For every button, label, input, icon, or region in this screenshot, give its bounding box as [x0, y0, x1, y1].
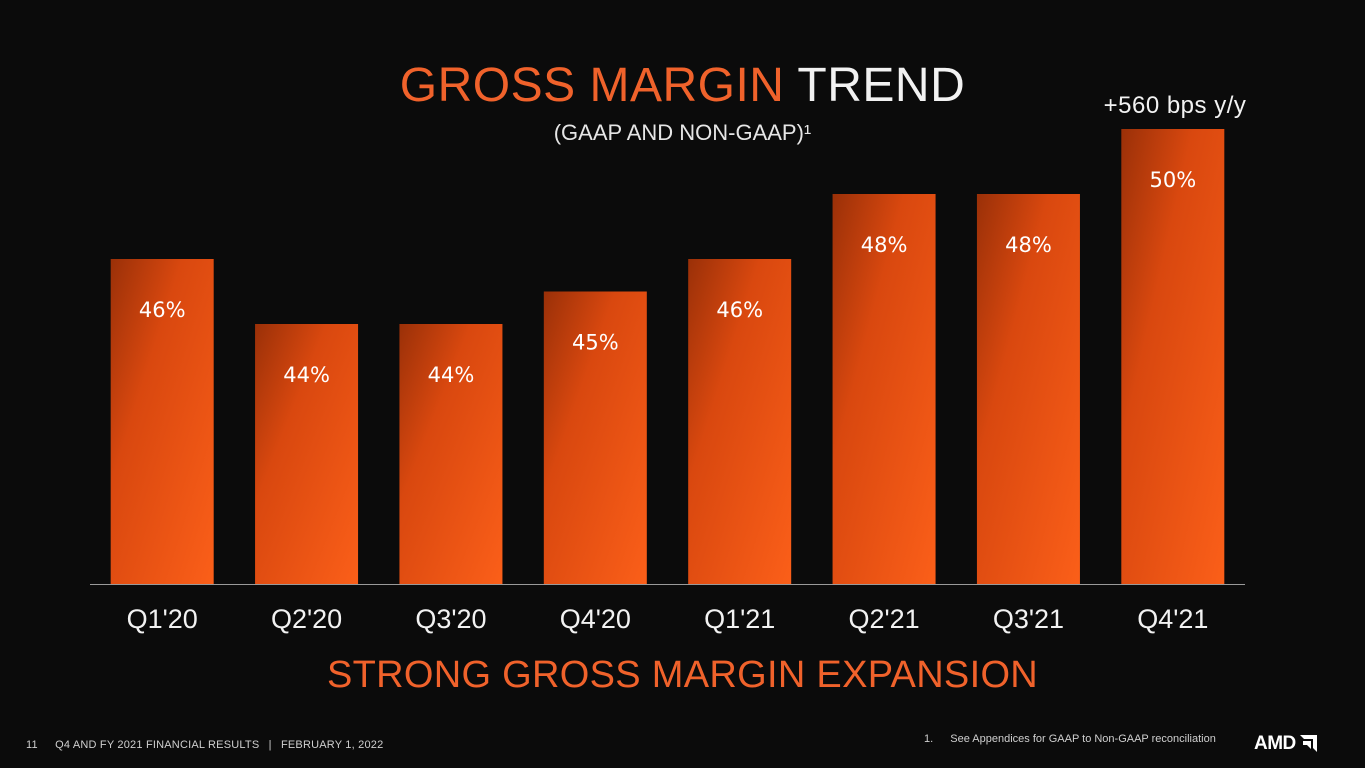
- x-tick-label: Q1'21: [704, 604, 775, 634]
- data-labels-group: 46% 44% 44% 45% 46% 48% 48% 50%: [139, 168, 1196, 387]
- footnote-text: See Appendices for GAAP to Non-GAAP reco…: [950, 733, 1216, 745]
- x-tick-label: Q2'21: [848, 604, 919, 634]
- footer-date: FEBRUARY 1, 2022: [280, 739, 384, 751]
- x-tick-label: Q3'21: [993, 604, 1064, 634]
- bar-Q1'21: [688, 259, 792, 584]
- x-tick-label: Q4'20: [560, 604, 631, 634]
- title-plain: TREND: [797, 59, 966, 112]
- bar-Q3'20: [399, 324, 503, 584]
- headline: STRONG GROSS MARGIN EXPANSION: [326, 654, 1039, 696]
- data-label: 46%: [139, 298, 186, 322]
- bar-Q4'21: [1121, 129, 1225, 584]
- page-number: 11: [26, 739, 38, 751]
- data-label: 44%: [428, 363, 475, 387]
- footer-text: Q4 AND FY 2021 FINANCIAL RESULTS: [55, 739, 260, 751]
- bar-Q1'20: [110, 259, 214, 584]
- chart-subtitle: (GAAP AND NON-GAAP)¹: [553, 120, 812, 145]
- chart-title: GROSS MARGIN TREND: [0, 58, 1365, 114]
- amd-logo: AMD: [1254, 733, 1317, 755]
- growth-callout: +560 bps y/y: [1103, 92, 1247, 119]
- footnote-number: 1.: [924, 733, 934, 745]
- footer-separator: |: [268, 739, 272, 751]
- data-label: 48%: [1005, 233, 1052, 257]
- data-label: 50%: [1149, 168, 1196, 192]
- data-label: 46%: [716, 298, 763, 322]
- x-axis-ticks-group: Q1'20 Q2'20 Q3'20 Q4'20 Q1'21 Q2'21 Q3'21 Q4'21: [127, 604, 1209, 634]
- x-tick-label: Q3'20: [415, 604, 486, 634]
- bar-Q4'20: [543, 291, 647, 584]
- data-label: 44%: [283, 363, 330, 387]
- x-tick-label: Q4'21: [1137, 604, 1208, 634]
- title-accent: GROSS MARGIN: [399, 59, 785, 112]
- bar-chart: 46% 44% 44% 45% 46% 48% 48% 50% Q1'20 Q2'20 Q3'20…: [90, 129, 1245, 634]
- footer: 11 Q4 AND FY 2021 FINANCIAL RESULTS | FE…: [26, 739, 383, 751]
- data-label: 48%: [861, 233, 908, 257]
- x-tick-label: Q2'20: [271, 604, 342, 634]
- amd-arrow-logo-icon: [1299, 735, 1317, 752]
- bar-Q2'20: [255, 324, 359, 584]
- bar-Q3'21: [976, 194, 1080, 584]
- bar-Q2'21: [832, 194, 936, 584]
- logo-text: AMD: [1254, 733, 1296, 754]
- bars-group: [110, 129, 1225, 584]
- footnote: 1. See Appendices for GAAP to Non-GAAP r…: [924, 733, 1216, 745]
- x-tick-label: Q1'20: [127, 604, 198, 634]
- data-label: 45%: [572, 331, 619, 355]
